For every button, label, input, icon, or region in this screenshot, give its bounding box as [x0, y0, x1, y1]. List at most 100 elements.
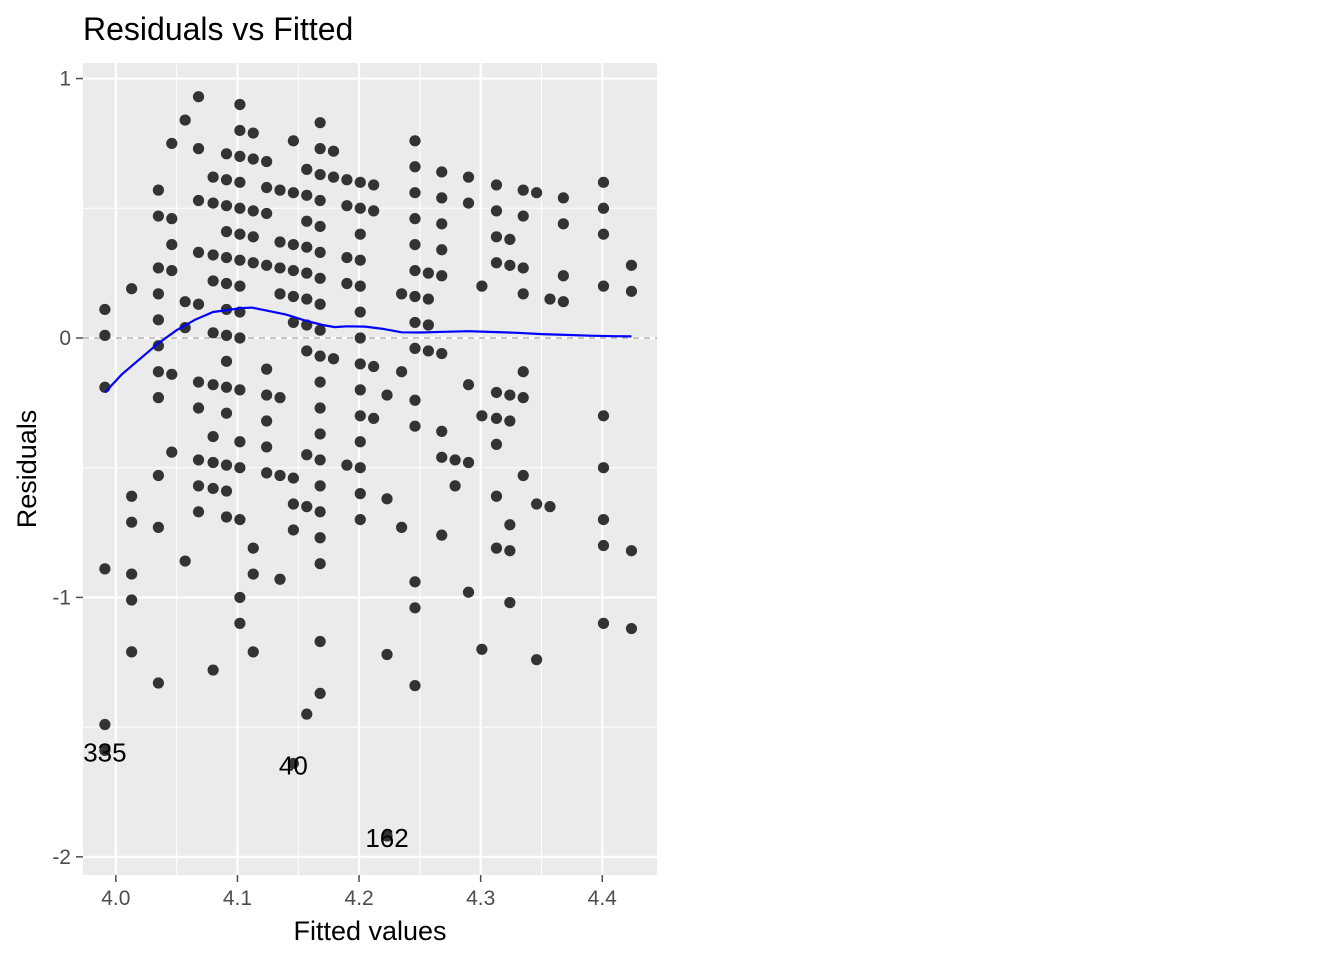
data-point [314, 687, 326, 700]
data-point [625, 285, 638, 297]
data-point [314, 350, 326, 362]
data-point [152, 392, 164, 404]
data-point [354, 176, 366, 188]
data-point [354, 462, 366, 474]
data-point [409, 161, 421, 173]
data-point [504, 389, 516, 401]
data-point [207, 379, 219, 391]
data-point [490, 386, 503, 399]
data-point [409, 187, 421, 199]
outlier-labels: 335 40 162 [83, 737, 409, 853]
x-tick-label: 4.3 [466, 887, 495, 910]
data-point [314, 506, 326, 518]
data-point [354, 254, 366, 266]
data-point [220, 485, 233, 497]
data-point [126, 516, 138, 528]
data-point [625, 259, 638, 271]
data-point [274, 184, 286, 196]
data-point [517, 288, 529, 300]
data-point [597, 513, 610, 526]
data-point [274, 236, 286, 248]
data-point [234, 124, 246, 137]
data-point [287, 316, 299, 329]
data-point [152, 184, 164, 196]
data-point [261, 441, 273, 453]
data-point [504, 415, 516, 427]
data-point [207, 456, 219, 469]
data-point [314, 298, 326, 310]
data-point [192, 454, 205, 466]
data-point [261, 389, 273, 401]
data-point [192, 194, 205, 207]
smooth-trend-line [104, 306, 632, 394]
data-point [247, 127, 259, 139]
x-tick-label: 4.2 [344, 887, 373, 910]
data-point [490, 438, 503, 450]
data-point [462, 379, 475, 391]
data-point [531, 498, 543, 510]
data-point [409, 290, 421, 303]
data-point [126, 283, 138, 295]
data-point [207, 249, 219, 261]
data-point [166, 446, 178, 458]
data-point [327, 145, 340, 157]
data-point [152, 314, 164, 326]
data-point [422, 293, 434, 305]
data-point [287, 290, 299, 303]
data-point [409, 316, 421, 329]
data-point [381, 493, 393, 505]
data-point [625, 545, 638, 557]
data-point [166, 368, 178, 380]
data-point [462, 197, 475, 209]
data-point [396, 521, 408, 533]
data-point [544, 293, 556, 305]
data-point [301, 501, 313, 513]
data-point [220, 251, 233, 264]
y-tick-label: -1 [52, 586, 71, 609]
data-point [274, 573, 286, 585]
data-point [192, 506, 205, 518]
data-point [597, 202, 610, 214]
data-point [396, 366, 408, 378]
data-point [341, 277, 353, 290]
data-point [354, 358, 366, 370]
data-point [192, 298, 205, 310]
outlier-label: 335 [83, 737, 126, 767]
data-point [597, 617, 610, 629]
data-point [126, 490, 138, 502]
data-point [287, 187, 299, 199]
data-point [261, 363, 273, 375]
data-point [341, 251, 353, 264]
data-point [476, 643, 488, 655]
data-point [462, 586, 475, 598]
data-point [341, 459, 353, 471]
data-point [436, 166, 448, 178]
data-point [126, 646, 138, 658]
data-point [490, 412, 503, 425]
data-point [368, 179, 380, 191]
data-point [220, 511, 233, 523]
data-point [517, 184, 529, 196]
minor-gridlines [83, 63, 657, 875]
outlier-label: 40 [279, 750, 308, 780]
data-point [422, 319, 434, 331]
data-point [597, 176, 610, 188]
data-point [152, 366, 164, 378]
data-point [234, 462, 246, 474]
data-point [409, 238, 421, 251]
data-point [220, 200, 233, 212]
data-point [409, 680, 421, 692]
residual-points [99, 91, 638, 842]
data-point [234, 332, 246, 344]
data-point [504, 519, 516, 531]
data-point [557, 218, 569, 230]
data-point [517, 366, 529, 378]
data-point [247, 205, 259, 217]
data-point [354, 228, 366, 240]
data-point [490, 542, 503, 554]
data-point [220, 381, 233, 393]
data-point [179, 555, 191, 567]
data-point [274, 288, 286, 300]
data-point [99, 744, 111, 757]
